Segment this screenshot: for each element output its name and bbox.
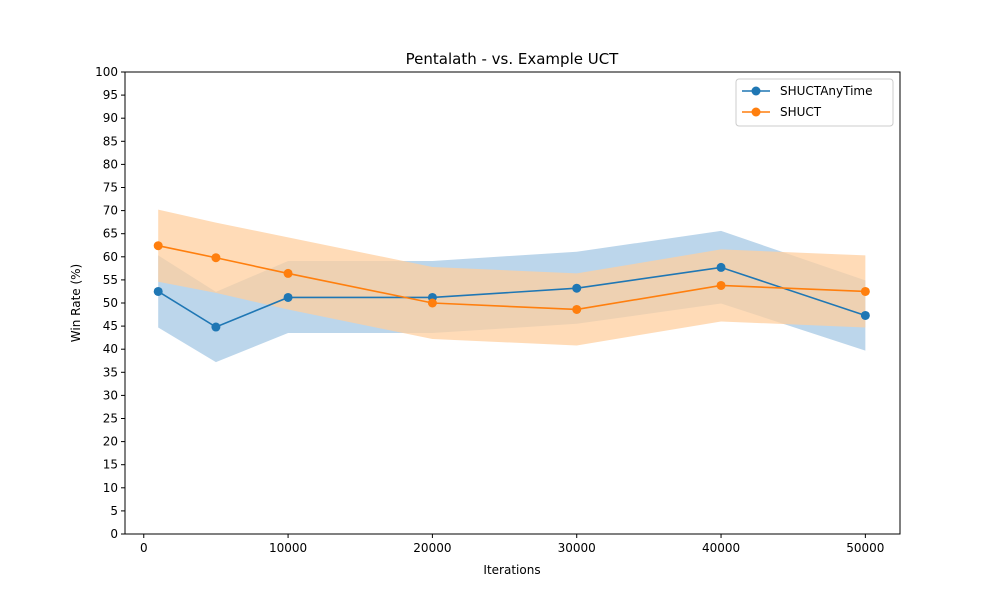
- y-tick-label: 10: [103, 481, 118, 495]
- y-tick-label: 0: [110, 527, 118, 541]
- point-series-0-5: [716, 262, 726, 272]
- point-series-0-0: [153, 286, 163, 296]
- x-tick-label: 20000: [413, 541, 451, 555]
- point-series-1-6: [860, 286, 870, 296]
- legend-marker-1: [751, 107, 761, 117]
- y-tick-label: 25: [103, 412, 118, 426]
- chart-title: Pentalath - vs. Example UCT: [406, 50, 620, 68]
- point-series-0-6: [860, 310, 870, 320]
- point-series-1-2: [283, 268, 293, 278]
- y-tick-label: 80: [103, 157, 118, 171]
- y-tick-label: 55: [103, 273, 118, 287]
- point-series-0-1: [211, 322, 221, 332]
- legend-label-0: SHUCTAnyTime: [780, 84, 872, 98]
- x-tick-label: 10000: [269, 541, 307, 555]
- point-series-0-2: [283, 292, 293, 302]
- point-series-1-5: [716, 280, 726, 290]
- x-tick-label: 50000: [846, 541, 884, 555]
- y-tick-label: 40: [103, 342, 118, 356]
- legend-label-1: SHUCT: [780, 105, 822, 119]
- y-tick-label: 95: [103, 88, 118, 102]
- legend-marker-0: [751, 86, 761, 96]
- confidence-bands: [158, 209, 866, 363]
- legend: SHUCTAnyTime SHUCT: [735, 78, 894, 127]
- y-tick-label: 65: [103, 227, 118, 241]
- y-tick-label: 35: [103, 365, 118, 379]
- y-tick-label: 20: [103, 435, 118, 449]
- x-axis-label: Iterations: [483, 563, 540, 577]
- y-tick-label: 50: [103, 296, 118, 310]
- x-tick-label: 40000: [702, 541, 740, 555]
- y-axis-ticks: 0 5 10 15 20 25 30 35 40 45 50 55 60 65 70 75 80 85 90 95 10…: [95, 65, 125, 541]
- point-series-1-4: [572, 304, 582, 314]
- y-tick-label: 5: [110, 504, 118, 518]
- y-tick-label: 30: [103, 388, 118, 402]
- y-tick-label: 60: [103, 250, 118, 264]
- point-series-0-4: [572, 283, 582, 293]
- y-tick-label: 15: [103, 458, 118, 472]
- series-points: [153, 241, 870, 332]
- x-tick-label: 0: [140, 541, 148, 555]
- y-tick-label: 45: [103, 319, 118, 333]
- y-tick-label: 75: [103, 181, 118, 195]
- band-series-1: [158, 209, 866, 346]
- point-series-1-3: [427, 298, 437, 308]
- legend-box: [735, 78, 894, 127]
- y-tick-label: 90: [103, 111, 118, 125]
- y-tick-label: 85: [103, 134, 118, 148]
- y-tick-label: 70: [103, 204, 118, 218]
- point-series-1-1: [211, 253, 221, 263]
- x-tick-label: 30000: [558, 541, 596, 555]
- y-axis-label: Win Rate (%): [69, 264, 83, 342]
- y-tick-label: 100: [95, 65, 118, 79]
- point-series-1-0: [153, 241, 163, 251]
- x-axis-ticks: 0 10000 20000 30000 40000 50000: [140, 534, 884, 555]
